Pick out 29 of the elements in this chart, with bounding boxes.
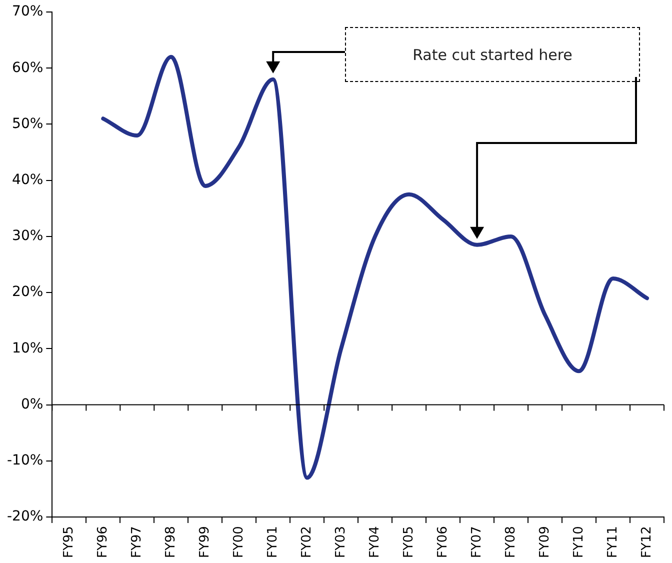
x-tick-label: FY98 bbox=[164, 526, 179, 558]
y-tick-label: 70% bbox=[12, 4, 44, 20]
annotation: Rate cut started here bbox=[345, 27, 640, 82]
y-tick-label: 20% bbox=[12, 284, 44, 300]
x-tick-label: FY97 bbox=[130, 526, 145, 558]
x-tick-label: FY96 bbox=[96, 526, 111, 558]
y-tick-label: 30% bbox=[12, 228, 44, 244]
y-tick-label: 50% bbox=[12, 116, 44, 132]
x-tick-label: FY08 bbox=[503, 526, 518, 558]
x-tick-label: FY99 bbox=[198, 526, 212, 558]
y-tick-label: 10% bbox=[12, 340, 44, 356]
y-tick-label: 0% bbox=[20, 396, 44, 412]
x-tick-label: FY00 bbox=[231, 526, 246, 558]
x-tick-label: FY09 bbox=[537, 526, 552, 558]
x-tick-label: FY07 bbox=[469, 526, 484, 558]
x-tick-label: FY11 bbox=[605, 526, 620, 558]
x-tick-label: FY10 bbox=[571, 526, 586, 558]
x-tick-label: FY02 bbox=[299, 526, 314, 558]
y-tick-label: -20% bbox=[6, 508, 44, 525]
y-tick-label: -10% bbox=[6, 452, 44, 469]
x-tick-label: FY04 bbox=[367, 526, 382, 558]
x-tick-label: FY95 bbox=[62, 526, 77, 558]
y-tick-label: 40% bbox=[12, 172, 44, 188]
x-tick-label: FY06 bbox=[435, 526, 450, 558]
x-tick-label: FY03 bbox=[333, 526, 348, 558]
y-tick-label: 60% bbox=[12, 60, 44, 76]
x-tick-label: FY12 bbox=[639, 526, 654, 558]
x-tick-label: FY01 bbox=[265, 526, 280, 558]
x-tick-label: FY05 bbox=[401, 526, 416, 558]
